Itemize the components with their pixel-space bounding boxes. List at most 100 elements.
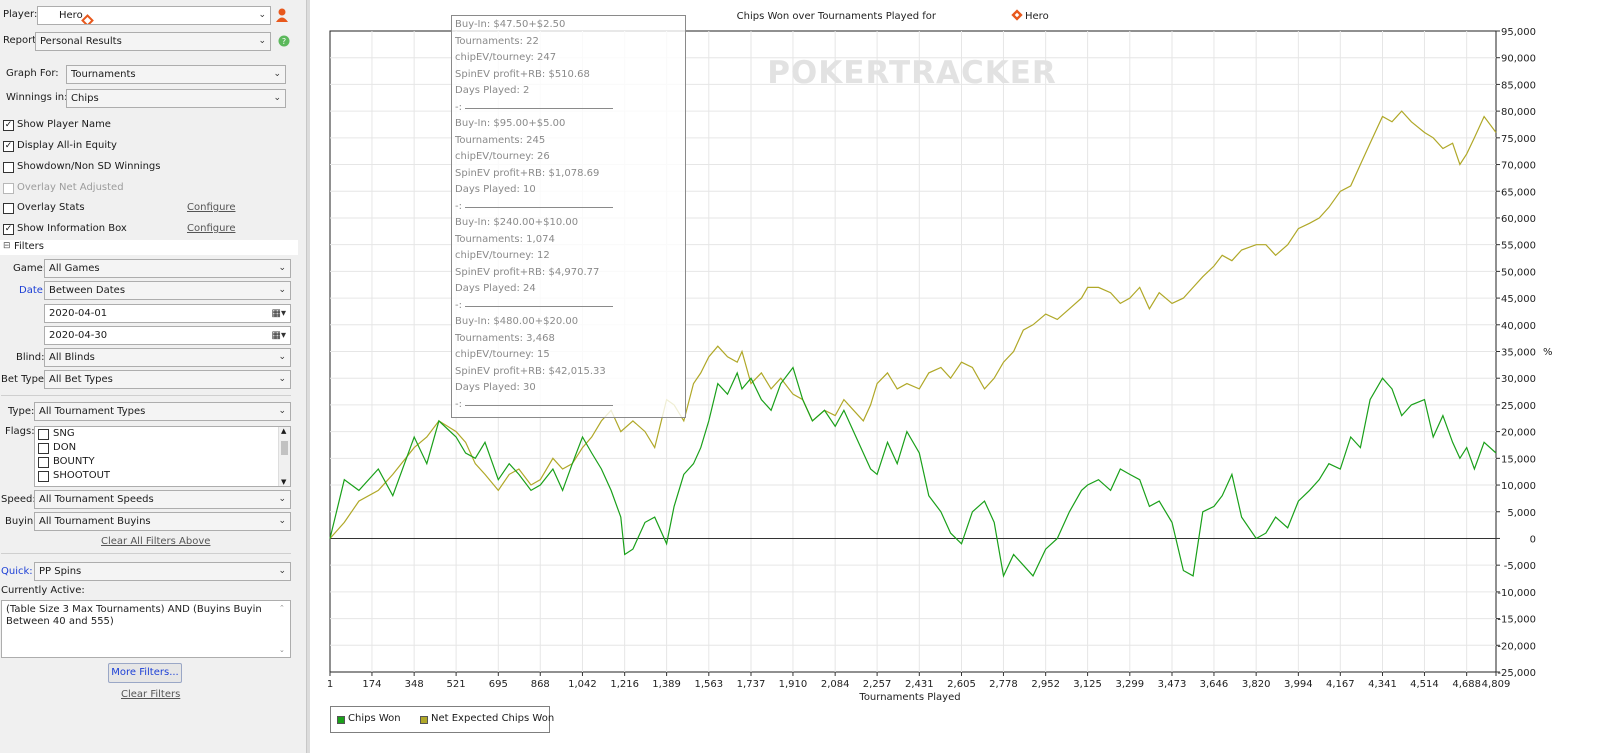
date-to-input[interactable]: 2020-04-30 ▦▾ (44, 326, 291, 345)
winnings-value: Chips (71, 93, 99, 104)
y-tick-label: 30,000 (1501, 374, 1536, 385)
panel-splitter[interactable] (307, 0, 310, 753)
flag-checkbox[interactable] (38, 471, 49, 482)
buyin-label: Buyin: (5, 516, 37, 527)
winnings-select[interactable]: Chips ⌄ (66, 89, 286, 108)
y-tick-label: 75,000 (1501, 134, 1536, 145)
date-label[interactable]: Date: (19, 285, 47, 296)
y-tick-label: 40,000 (1501, 321, 1536, 332)
overlay-stats-checkbox[interactable] (3, 203, 14, 214)
x-tick-label: 2,605 (947, 679, 976, 690)
info-separator: -: (455, 102, 613, 113)
configure-stats-link[interactable]: Configure (187, 202, 236, 213)
date-from-input[interactable]: 2020-04-01 ▦▾ (44, 304, 291, 323)
info-line-spinev: SpinEV profit+RB: $1,078.69 (455, 167, 600, 179)
info-separator-rule (465, 206, 613, 208)
x-tick-label: 1,389 (652, 679, 681, 690)
x-tick-label: 3,299 (1115, 679, 1144, 690)
info-line-buyin: Buy-In: $47.50+$2.50 (455, 19, 566, 30)
buyin-select[interactable]: All Tournament Buyins ⌄ (34, 512, 291, 531)
info-line-spinev: SpinEV profit+RB: $42,015.33 (455, 365, 606, 377)
flag-checkbox[interactable] (38, 429, 49, 440)
help-icon[interactable]: ? (278, 35, 290, 47)
calendar-icon[interactable]: ▦▾ (271, 308, 286, 319)
y-tick-label: -20,000 (1497, 641, 1536, 652)
scroll-down-icon[interactable]: ⌄ (279, 646, 285, 654)
configure-info-box-link[interactable]: Configure (187, 223, 236, 234)
chevron-down-icon: ⌄ (273, 93, 281, 103)
flags-label: Flags: (5, 426, 35, 437)
y-tick-label: 65,000 (1501, 187, 1536, 198)
graph-for-label: Graph For: (6, 68, 59, 79)
quick-select[interactable]: PP Spins ⌄ (34, 562, 291, 581)
quick-label[interactable]: Quick: (1, 566, 33, 577)
flags-list[interactable]: SNG DON BOUNTY SHOOTOUT ▲ ▼ (34, 426, 291, 487)
x-tick-label: 868 (531, 679, 550, 690)
display-allin-equity-checkbox[interactable]: ✓ (3, 141, 14, 152)
clear-all-filters-above-link[interactable]: Clear All Filters Above (101, 536, 211, 547)
info-separator-label: -: (455, 101, 462, 113)
player-person-icon[interactable] (275, 7, 289, 23)
overlay-stats-label: Overlay Stats (17, 202, 85, 213)
player-select[interactable]: Hero ⌄ (37, 6, 271, 25)
y-axis-unit: % (1543, 347, 1553, 358)
filters-header[interactable]: ⊟ Filters (0, 240, 298, 255)
scroll-down-icon[interactable]: ▼ (281, 478, 287, 486)
x-tick-label: 3,646 (1200, 679, 1229, 690)
scroll-thumb[interactable] (281, 441, 288, 455)
chart-title: Chips Won over Tournaments Played for (737, 11, 937, 22)
graph-for-select[interactable]: Tournaments ⌄ (66, 65, 286, 84)
scroll-up-icon[interactable]: ▲ (281, 427, 287, 435)
flag-label: SNG (53, 428, 75, 439)
game-select[interactable]: All Games ⌄ (44, 259, 291, 278)
info-separator-rule (465, 404, 613, 406)
graph-for-value: Tournaments (71, 69, 136, 80)
speed-select[interactable]: All Tournament Speeds ⌄ (34, 490, 291, 509)
x-tick-label: 1,042 (568, 679, 597, 690)
svg-text:?: ? (282, 37, 286, 46)
y-tick-label: 95,000 (1501, 27, 1536, 38)
type-select[interactable]: All Tournament Types ⌄ (34, 402, 291, 421)
show-info-box-checkbox[interactable]: ✓ (3, 224, 14, 235)
flag-checkbox[interactable] (38, 457, 49, 468)
chart-watermark: POKERTRACKER (767, 55, 1057, 91)
info-line-tournaments: Tournaments: 22 (455, 35, 539, 47)
flag-checkbox[interactable] (38, 443, 49, 454)
y-tick-label: 50,000 (1501, 267, 1536, 278)
showdown-winnings-checkbox[interactable] (3, 162, 14, 173)
x-tick-label: 1,563 (694, 679, 723, 690)
calendar-icon[interactable]: ▦▾ (271, 330, 286, 341)
winnings-label: Winnings in: (6, 92, 68, 103)
bet-type-value: All Bet Types (49, 374, 113, 385)
x-tick-label: 4,514 (1410, 679, 1439, 690)
info-separator-label: -: (455, 200, 462, 212)
report-select[interactable]: Personal Results ⌄ (35, 32, 271, 51)
x-tick-label: 4,809 (1482, 679, 1511, 690)
y-tick-label: 90,000 (1501, 54, 1536, 65)
date-mode-select[interactable]: Between Dates ⌄ (44, 281, 291, 300)
show-player-name-checkbox[interactable]: ✓ (3, 120, 14, 131)
x-tick-label: 2,431 (905, 679, 934, 690)
info-separator: -: (455, 399, 613, 410)
scroll-up-icon[interactable]: ⌃ (279, 604, 285, 612)
active-scrollbar[interactable]: ⌃ ⌄ (278, 602, 289, 656)
info-line-days: Days Played: 2 (455, 85, 530, 96)
currently-active-textarea[interactable]: (Table Size 3 Max Tournaments) AND (Buyi… (1, 600, 291, 658)
flags-scrollbar[interactable]: ▲ ▼ (278, 427, 290, 486)
filter-panel: Player: Hero ⌄ Report: Personal Results … (0, 0, 307, 753)
game-label: Game: (13, 263, 47, 274)
x-tick-label: 3,994 (1284, 679, 1313, 690)
x-tick-label: 4,167 (1326, 679, 1355, 690)
x-tick-label: 1,910 (779, 679, 808, 690)
chevron-down-icon: ⌄ (278, 566, 286, 576)
clear-filters-link[interactable]: Clear Filters (121, 689, 181, 700)
more-filters-button[interactable]: More Filters... (108, 663, 182, 683)
title-diamond-icon (1011, 9, 1023, 21)
filter-divider (1, 395, 291, 396)
blind-select[interactable]: All Blinds ⌄ (44, 348, 291, 367)
speed-label: Speed: (1, 494, 36, 505)
collapse-icon[interactable]: ⊟ (3, 241, 11, 251)
bet-type-select[interactable]: All Bet Types ⌄ (44, 370, 291, 389)
quick-value: PP Spins (39, 566, 82, 577)
chevron-down-icon: ⌄ (278, 263, 286, 273)
